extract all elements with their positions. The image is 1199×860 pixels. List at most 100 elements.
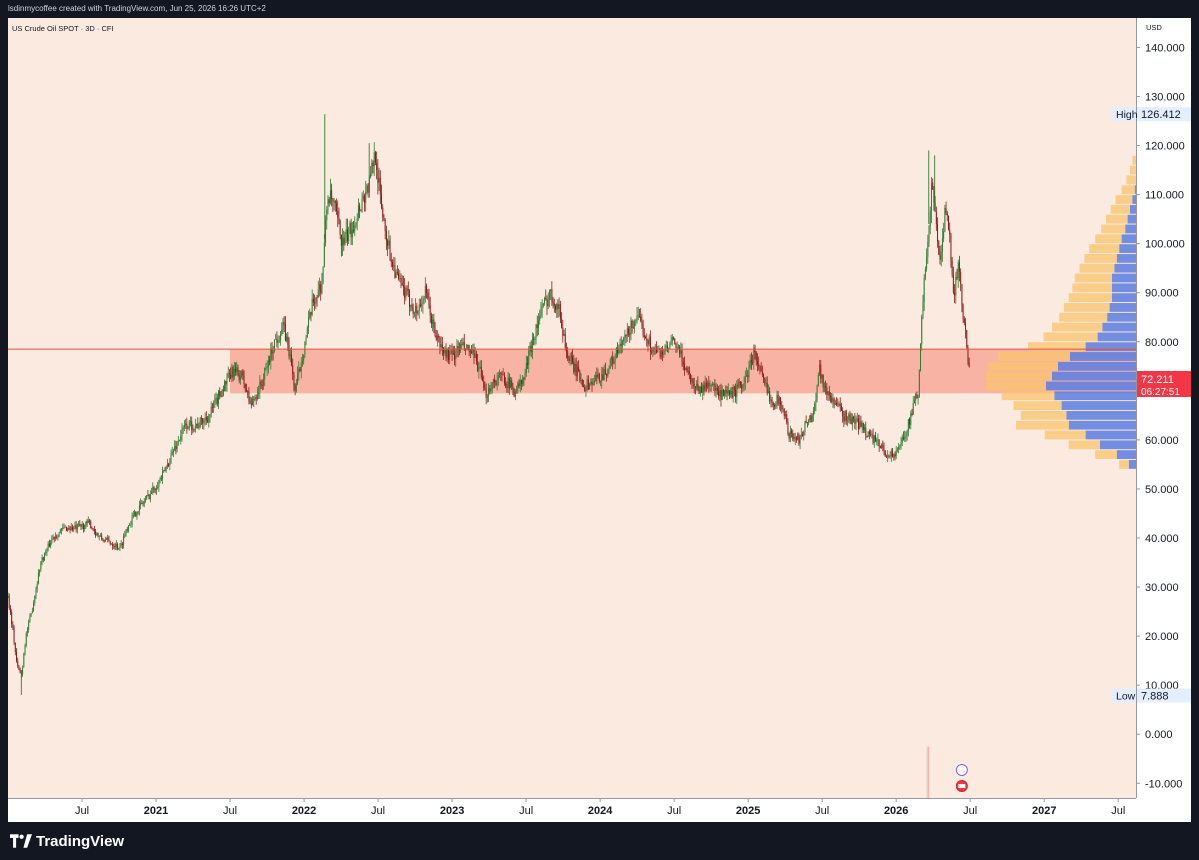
candle-body <box>460 344 462 351</box>
candle-body <box>284 324 286 341</box>
candle-body <box>507 377 509 388</box>
candle-body <box>412 308 414 314</box>
candle-body <box>20 673 22 675</box>
volume-profile-up <box>1084 253 1117 263</box>
candle-body <box>343 237 345 245</box>
candle-body <box>536 324 538 329</box>
candle-body <box>915 394 917 401</box>
candle-body <box>33 602 35 611</box>
candles <box>8 114 970 695</box>
candle-body <box>19 669 21 674</box>
x-tick-label: Jul <box>963 805 977 817</box>
candle-body <box>832 398 834 402</box>
candle-body <box>409 291 411 307</box>
candle-body <box>12 623 14 628</box>
candle-body <box>649 336 651 352</box>
candle-body <box>379 177 381 195</box>
candle-body <box>82 524 84 530</box>
candle-body <box>102 539 104 541</box>
candle-body <box>47 543 49 549</box>
candle-body <box>76 524 78 530</box>
candle-body <box>894 454 896 457</box>
symbol-title[interactable]: US Crude Oil SPOT · 3D · CFI <box>12 24 114 33</box>
candle-body <box>638 315 640 317</box>
candle-body <box>540 309 542 316</box>
candle-body <box>303 354 305 362</box>
high-value-label: 126.412 <box>1141 109 1181 121</box>
volume-profile-down <box>1054 391 1136 401</box>
candle-body <box>109 541 111 545</box>
candle-body <box>664 346 666 354</box>
time-axis-background <box>8 798 1136 822</box>
axis-corner <box>1136 798 1191 822</box>
candle-body <box>737 384 739 387</box>
candle-body <box>781 404 783 410</box>
candle-body <box>861 423 863 427</box>
candle-body <box>152 487 154 493</box>
price-chart[interactable]: USD 140.000 130.000 120.000 110.000 100.000 90… <box>8 18 1191 822</box>
candle-body <box>593 381 595 383</box>
candle-body <box>927 241 929 257</box>
candle-body <box>146 495 148 500</box>
candle-body <box>360 210 362 212</box>
x-tick-label: Jul <box>667 805 681 817</box>
candle-body <box>800 434 802 437</box>
candle-body <box>746 375 748 377</box>
candle-body <box>317 289 319 298</box>
candle-body <box>604 369 606 374</box>
volume-profile-up <box>1028 342 1086 352</box>
candle-body <box>183 424 185 428</box>
candle-body <box>686 367 688 371</box>
candle-body <box>834 402 836 405</box>
candle-body <box>339 220 341 235</box>
candle-body <box>160 478 162 479</box>
candle-body <box>220 396 222 397</box>
candle-body <box>429 305 431 316</box>
candle-body <box>312 298 314 303</box>
candle-body <box>227 373 229 377</box>
candle-body <box>289 354 291 357</box>
candle-body <box>297 373 299 384</box>
candle-body <box>607 369 609 377</box>
candle-body <box>727 390 729 394</box>
candle-body <box>124 534 126 537</box>
candle-body <box>327 199 329 210</box>
volume-profile-down <box>1102 322 1136 332</box>
candle-body <box>811 415 813 422</box>
candle-body <box>74 525 76 528</box>
candle-body <box>126 529 128 531</box>
chart-area[interactable]: USD 140.000 130.000 120.000 110.000 100.000 90… <box>8 18 1191 822</box>
candle-body <box>814 403 816 412</box>
candle-body <box>879 446 881 449</box>
candle-body <box>568 358 570 361</box>
candle-body <box>875 435 877 442</box>
candle-body <box>575 363 577 377</box>
candle-body <box>278 340 280 342</box>
candle-body <box>16 651 18 662</box>
candle-body <box>892 451 894 458</box>
candle-body <box>682 362 684 365</box>
candle-body <box>463 341 465 349</box>
candle-body <box>362 195 364 200</box>
candle-body <box>697 383 699 390</box>
candle-body <box>551 289 553 301</box>
candle-body <box>474 354 476 358</box>
candle-body <box>948 215 950 230</box>
candle-body <box>137 511 139 515</box>
candle-body <box>949 229 951 235</box>
candle-body <box>85 521 87 525</box>
candle-body <box>677 347 679 348</box>
candle-body <box>309 312 311 318</box>
candle-body <box>782 408 784 410</box>
candle-body <box>446 348 448 358</box>
candle-body <box>539 315 541 321</box>
candle-body <box>210 406 212 415</box>
candle-body <box>148 495 150 500</box>
tradingview-logo[interactable]: TradingView <box>10 831 124 851</box>
candle-body <box>438 335 440 338</box>
candle-body <box>250 403 252 406</box>
candle-body <box>527 363 529 365</box>
candle-body <box>816 385 818 400</box>
candle-body <box>259 381 261 393</box>
candle-body <box>247 391 249 393</box>
